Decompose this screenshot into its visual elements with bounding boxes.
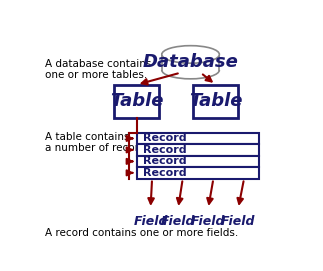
Text: Record: Record — [143, 168, 187, 178]
Text: Table: Table — [189, 92, 242, 110]
FancyBboxPatch shape — [137, 133, 259, 144]
Text: Table: Table — [110, 92, 163, 110]
FancyBboxPatch shape — [137, 156, 259, 167]
FancyBboxPatch shape — [137, 144, 259, 156]
Text: Field: Field — [191, 215, 225, 228]
FancyBboxPatch shape — [159, 61, 222, 70]
Ellipse shape — [162, 46, 219, 63]
FancyBboxPatch shape — [193, 85, 238, 118]
FancyBboxPatch shape — [162, 54, 219, 70]
Ellipse shape — [162, 61, 219, 79]
FancyBboxPatch shape — [137, 167, 259, 179]
Text: A database contains
one or more tables.: A database contains one or more tables. — [45, 59, 152, 80]
Text: A record contains one or more fields.: A record contains one or more fields. — [45, 228, 239, 238]
Text: Record: Record — [143, 145, 187, 155]
Text: Database: Database — [143, 53, 238, 71]
Text: Field: Field — [161, 215, 195, 228]
Text: Record: Record — [143, 156, 187, 166]
FancyBboxPatch shape — [114, 85, 159, 118]
Text: A table contains
a number of records.: A table contains a number of records. — [45, 132, 155, 153]
Text: Field: Field — [133, 215, 168, 228]
Text: Record: Record — [143, 133, 187, 143]
Text: Field: Field — [221, 215, 255, 228]
